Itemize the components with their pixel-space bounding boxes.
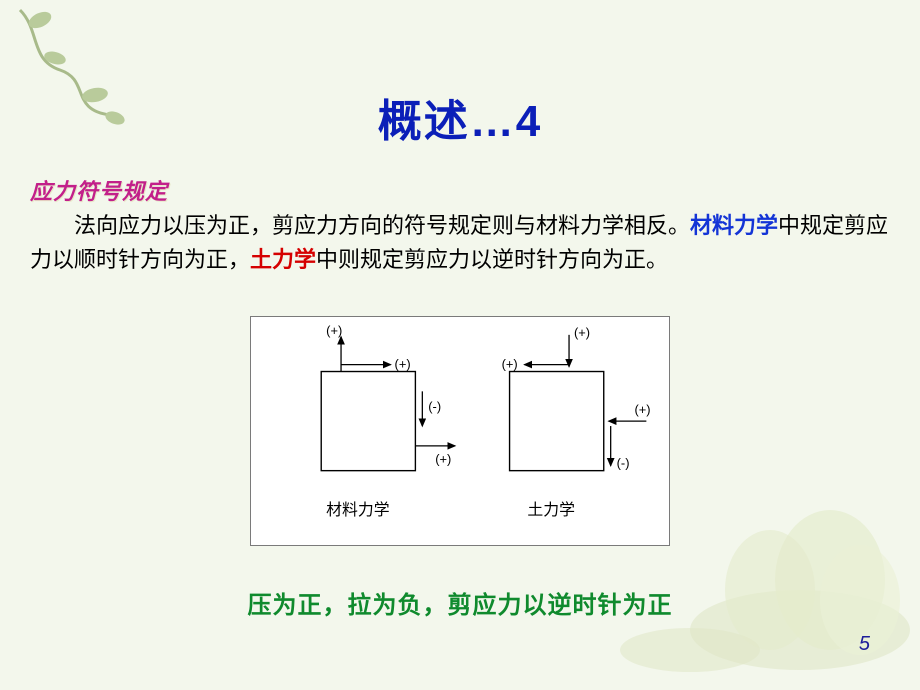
left-box [321, 372, 415, 471]
body-text: 应力符号规定 法向应力以压为正，剪应力方向的符号规定则与材料力学相反。材料力学中… [30, 175, 890, 277]
summary-line: 压为正，拉为负，剪应力以逆时针为正 [0, 585, 920, 620]
svg-text:(+): (+) [326, 323, 342, 338]
page-number: 5 [859, 633, 870, 656]
svg-text:(-): (-) [617, 456, 630, 471]
text-run: 法向应力以压为正，剪应力方向的符号规定则与材料力学相反。 [74, 213, 690, 238]
stress-sign-diagram: (+) (+) (-) (+) 材料力学 (+) (+) (+) (-) 土力学 [250, 316, 670, 546]
svg-text:(+): (+) [435, 452, 451, 467]
highlight-material: 材料力学 [690, 213, 778, 238]
text-run: 中则规定剪应力以逆时针方向为正。 [316, 247, 668, 272]
svg-text:(+): (+) [395, 357, 411, 372]
svg-text:(+): (+) [634, 402, 650, 417]
paragraph: 法向应力以压为正，剪应力方向的符号规定则与材料力学相反。材料力学中规定剪应力以顺… [30, 209, 890, 277]
left-caption: 材料力学 [326, 501, 389, 519]
right-box [510, 372, 604, 471]
svg-text:(+): (+) [574, 325, 590, 340]
slide-title: 概述…4 [0, 85, 920, 149]
right-caption: 土力学 [527, 501, 575, 519]
highlight-soil: 土力学 [250, 247, 316, 272]
section-subtitle: 应力符号规定 [30, 175, 890, 209]
svg-text:(-): (-) [428, 399, 441, 414]
svg-text:(+): (+) [502, 357, 518, 372]
